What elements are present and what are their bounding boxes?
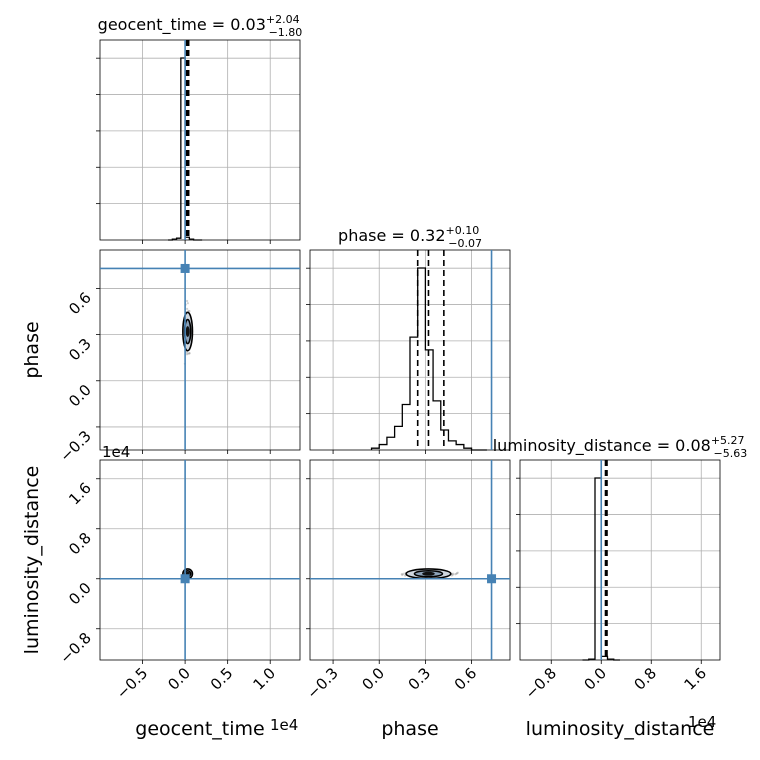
ytick-label-luminosity_distance-0: −0.8 xyxy=(56,629,94,667)
hist-luminosity_distance-grid xyxy=(520,460,720,660)
xtick-label-phase-1: 0.0 xyxy=(358,664,388,694)
panel-phase-luminosity_distance-sample-121 xyxy=(402,572,405,576)
panel-geocent_time-phase-sample-62 xyxy=(186,299,189,303)
xtick-label-geocent_time-3: 1.0 xyxy=(249,664,279,694)
panel-phase-luminosity_distance-sample-38 xyxy=(452,572,455,575)
xtick-label-phase-3: 0.6 xyxy=(451,664,481,694)
ytick-label-phase-1: 0.0 xyxy=(65,381,95,411)
xtick-label-luminosity_distance-0: −0.8 xyxy=(522,664,560,702)
panel-phase-luminosity_distance-sample-22 xyxy=(450,574,453,577)
panel-geocent_time-phase-sample-187 xyxy=(185,353,189,356)
xtick-label-geocent_time-2: 0.5 xyxy=(207,664,237,694)
panel-geocent_time-phase-sample-53 xyxy=(188,310,191,313)
panel-geocent_time-phase-sample-200 xyxy=(186,307,189,310)
title-phase: phase = 0.32+0.10 −0.07 xyxy=(338,224,482,250)
ytick-label-luminosity_distance-3: 1.6 xyxy=(65,479,95,509)
offset-label-luminosity_distance-x: 1e4 xyxy=(688,713,716,731)
ytick-label-phase-0: −0.3 xyxy=(56,427,94,465)
panel-geocent_time-phase-sample-227 xyxy=(187,352,190,355)
hist-phase-steps xyxy=(370,267,487,451)
hist-phase-frame xyxy=(309,249,511,451)
panel-phase-luminosity_distance-sample-62 xyxy=(400,573,403,576)
ytick-label-phase-3: 0.6 xyxy=(65,289,95,319)
panel-geocent_time-phase-sample-220 xyxy=(186,302,189,305)
panel-phase-luminosity_distance-sample-200 xyxy=(454,573,457,576)
hist-luminosity_distance-frame xyxy=(519,459,721,661)
panel-geocent_time-phase-sample-176 xyxy=(188,352,191,355)
panel-phase-luminosity_distance-contour-core xyxy=(422,571,435,576)
ylabel-phase: phase xyxy=(21,321,43,378)
panel-phase-luminosity_distance-truth-marker xyxy=(487,574,497,584)
panel-geocent_time-phase-sample-219 xyxy=(188,352,191,355)
offset-label-luminosity_distance-y: 1e4 xyxy=(102,443,130,461)
panel-phase-luminosity_distance-sample-79 xyxy=(456,571,459,574)
xtick-label-luminosity_distance-3: 1.6 xyxy=(680,664,710,694)
ytick-label-luminosity_distance-2: 0.8 xyxy=(65,529,95,559)
ytick-label-luminosity_distance-1: 0.0 xyxy=(65,579,95,609)
panel-phase-luminosity_distance-sample-37 xyxy=(451,573,454,576)
hist-geocent_time-grid xyxy=(100,40,300,240)
xtick-label-luminosity_distance-2: 0.8 xyxy=(630,664,660,694)
offset-label-geocent_time: 1e4 xyxy=(270,716,298,734)
panel-geocent_time-phase-sample-256 xyxy=(185,351,188,354)
ylabel-luminosity_distance: luminosity_distance xyxy=(21,466,43,655)
xlabel-geocent_time: geocent_time xyxy=(135,718,264,740)
panel-geocent_time-phase-frame xyxy=(99,249,301,451)
xtick-label-luminosity_distance-1: 0.0 xyxy=(580,664,610,694)
panel-geocent_time-luminosity_distance-grid xyxy=(100,460,300,660)
panel-geocent_time-luminosity_distance-frame xyxy=(99,459,301,661)
panel-geocent_time-phase-truth-marker xyxy=(180,263,190,273)
panel-phase-luminosity_distance-frame xyxy=(309,459,511,661)
panel-phase-luminosity_distance-sample-192 xyxy=(401,573,404,577)
panel-geocent_time-luminosity_distance-truth-marker xyxy=(180,574,190,584)
panel-phase-luminosity_distance-grid xyxy=(310,460,510,660)
panel-phase-luminosity_distance-sample-144 xyxy=(455,572,458,575)
xlabel-phase: phase xyxy=(381,718,438,740)
xtick-label-phase-0: −0.3 xyxy=(303,664,341,702)
panel-phase-luminosity_distance-sample-188 xyxy=(404,574,407,577)
title-geocent_time: geocent_time = 0.03+2.04 −1.80 xyxy=(98,13,303,39)
panel-geocent_time-phase-sample-30 xyxy=(187,309,190,312)
xtick-label-geocent_time-1: 0.0 xyxy=(164,664,194,694)
xlabel-luminosity_distance: luminosity_distance xyxy=(526,718,715,740)
panel-geocent_time-phase-contour-core xyxy=(185,326,190,337)
xtick-label-phase-2: 0.3 xyxy=(405,664,435,694)
panel-geocent_time-phase-grid xyxy=(100,250,300,450)
xtick-label-geocent_time-0: −0.5 xyxy=(113,664,151,702)
panel-phase-luminosity_distance-sample-118 xyxy=(455,572,458,575)
ytick-label-phase-2: 0.3 xyxy=(65,335,95,365)
title-luminosity_distance: luminosity_distance = 0.08+5.27 −5.63 xyxy=(493,434,748,460)
